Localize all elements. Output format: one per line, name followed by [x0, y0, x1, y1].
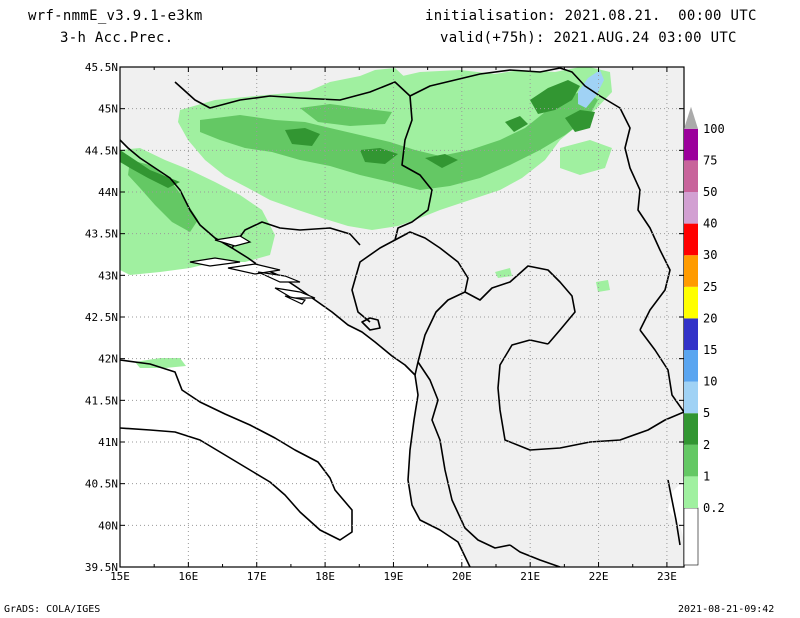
colorbar-below: [683, 507, 699, 566]
colorbar-segment: [684, 128, 698, 161]
lat-labels: 45.5N 45N 44.5N 44N 43.5N 43N 42.5N 42N 41.5N 41N…: [85, 61, 118, 574]
lat-label: 43.5N: [85, 228, 118, 241]
lon-label: 23E: [657, 570, 677, 583]
lat-label: 45N: [98, 103, 118, 116]
lon-labels: 15E 16E 17E 18E 19E 20E 21E 22E 23E: [110, 570, 677, 583]
colorbar-segment: [684, 444, 698, 477]
colorbar-segment: [684, 223, 698, 256]
lake-blue: [578, 70, 604, 108]
islands: [189, 235, 316, 305]
colorbar-label: 0.2: [703, 501, 725, 515]
lon-label: 20E: [452, 570, 472, 583]
valid-time: valid(+75h): 2021.AUG.24 03:00 UTC: [440, 30, 737, 46]
colorbar-segment: [684, 318, 698, 350]
colorbar-label: 20: [703, 311, 717, 325]
colorbar-segment: [684, 286, 698, 319]
lat-label: 43N: [98, 269, 118, 282]
colorbar-label: 2: [703, 438, 710, 452]
lon-label: 21E: [520, 570, 540, 583]
lon-label: 16E: [178, 570, 198, 583]
footer-credit: GrADS: COLA/IGES: [4, 604, 101, 615]
colorbar-top: [684, 106, 698, 129]
lat-label: 39.5N: [85, 561, 118, 574]
colorbar-label: 15: [703, 343, 717, 357]
initialisation-time: initialisation: 2021.08.21. 00:00 UTC: [425, 8, 757, 24]
colorbar-label: 25: [703, 280, 717, 294]
lat-label: 45.5N: [85, 61, 118, 74]
lat-label: 41N: [98, 436, 118, 449]
borders: [120, 67, 684, 567]
colorbar-label: 10: [703, 375, 717, 389]
axis-ticks: [119, 66, 684, 568]
colorbar-label: 50: [703, 185, 717, 199]
colorbar-segment: [684, 160, 698, 192]
lon-label: 15E: [110, 570, 130, 583]
grid-lines: [120, 67, 684, 567]
colorbar-segment: [684, 413, 698, 445]
lat-label: 40N: [98, 519, 118, 532]
lon-label: 18E: [315, 570, 335, 583]
colorbar: [683, 106, 699, 566]
lon-label: 19E: [384, 570, 404, 583]
lat-label: 44N: [98, 186, 118, 199]
lat-label: 40.5N: [85, 478, 118, 491]
precip-medium: [128, 90, 598, 232]
lat-label: 41.5N: [85, 394, 118, 407]
lat-label: 42.5N: [85, 311, 118, 324]
lat-label: 44.5N: [85, 144, 118, 157]
colorbar-label: 5: [703, 406, 710, 420]
colorbar-label: 75: [703, 153, 717, 167]
colorbar-segment: [684, 192, 698, 224]
colorbar-segment: [684, 255, 698, 287]
colorbar-segment: [684, 476, 698, 508]
colorbar-segment: [684, 381, 698, 414]
model-name: wrf-nmmE_v3.9.1-e3km: [28, 8, 203, 24]
footer-timestamp: 2021-08-21-09:42: [678, 604, 775, 615]
colorbar-label: 100: [703, 122, 725, 136]
lon-label: 22E: [589, 570, 609, 583]
field-name: 3-h Acc.Prec.: [60, 30, 174, 46]
precip-heavy: [120, 80, 595, 188]
colorbar-segment: [684, 350, 698, 382]
lon-label: 17E: [247, 570, 267, 583]
colorbar-label: 1: [703, 469, 710, 483]
colorbar-label: 40: [703, 217, 717, 231]
colorbar-label: 30: [703, 248, 717, 262]
lat-label: 42N: [98, 353, 118, 366]
